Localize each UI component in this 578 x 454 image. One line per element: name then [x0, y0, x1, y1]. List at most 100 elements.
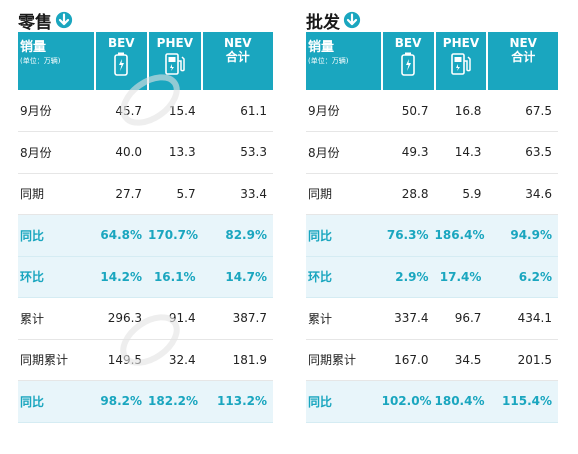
- table-header-row: 销量 (单位：万辆) BEV PHEV: [306, 32, 558, 90]
- nev-cell: 67.5: [487, 90, 558, 132]
- phev-cell: 96.7: [434, 297, 488, 340]
- retail-panel: 零售 销量 (单位：万辆) BEV: [18, 8, 273, 423]
- battery-icon: [401, 52, 415, 76]
- row-label: 同期累计: [306, 339, 382, 381]
- phev-cell: 186.4%: [434, 214, 488, 257]
- table-row: 同期 28.8 5.9 34.6: [306, 173, 558, 215]
- header-phev-label: PHEV: [156, 36, 193, 50]
- bev-cell: 102.0%: [381, 380, 435, 423]
- wholesale-table: 销量 (单位：万辆) BEV PHEV: [306, 32, 558, 423]
- bev-cell: 64.8%: [94, 214, 149, 257]
- retail-title-row: 零售: [18, 8, 273, 33]
- table-row: 9月份 45.7 15.4 61.1: [18, 90, 273, 132]
- nev-cell: 34.6: [487, 173, 558, 215]
- row-label: 9月份: [18, 90, 95, 132]
- bev-cell: 76.3%: [381, 214, 435, 257]
- table-row: 8月份 40.0 13.3 53.3: [18, 131, 273, 174]
- retail-table: 销量 (单位：万辆) BEV PHEV: [18, 32, 273, 423]
- nev-cell: 33.4: [201, 173, 273, 215]
- header-bev-cell: BEV: [381, 32, 436, 90]
- table-row: 同期 27.7 5.7 33.4: [18, 173, 273, 215]
- phev-cell: 34.5: [434, 339, 488, 381]
- nev-cell: 201.5: [487, 339, 558, 381]
- row-label: 8月份: [18, 131, 95, 174]
- nev-cell: 94.9%: [487, 214, 558, 257]
- table-row-highlight: 同比 102.0% 180.4% 115.4%: [306, 380, 558, 423]
- nev-cell: 53.3: [201, 131, 273, 174]
- table-row-highlight: 同比 98.2% 182.2% 113.2%: [18, 380, 273, 423]
- header-unit-label: (单位：万辆): [20, 57, 61, 65]
- header-bev-cell: BEV: [94, 32, 150, 90]
- phev-cell: 91.4: [148, 297, 202, 340]
- battery-icon: [114, 52, 129, 76]
- nev-cell: 82.9%: [201, 214, 273, 257]
- row-label: 同期: [18, 173, 95, 215]
- table-row: 9月份 50.7 16.8 67.5: [306, 90, 558, 132]
- row-label: 同比: [306, 380, 382, 423]
- bev-cell: 296.3: [94, 297, 149, 340]
- bev-cell: 337.4: [381, 297, 435, 340]
- bev-cell: 14.2%: [94, 256, 149, 298]
- table-row: 同期累计 149.5 32.4 181.9: [18, 339, 273, 381]
- wholesale-title: 批发: [306, 12, 340, 33]
- nev-cell: 63.5: [487, 131, 558, 174]
- header-phev-cell: PHEV: [148, 32, 203, 90]
- header-volume-cell: 销量 (单位：万辆): [18, 32, 96, 90]
- phev-cell: 16.8: [434, 90, 488, 132]
- fuel-pump-icon: [165, 53, 185, 75]
- row-label: 8月份: [306, 131, 382, 174]
- header-nev-label: NEV: [509, 36, 537, 50]
- row-label: 累计: [306, 297, 382, 340]
- nev-cell: 387.7: [201, 297, 273, 340]
- bev-cell: 98.2%: [94, 380, 149, 423]
- table-row-highlight: 环比 14.2% 16.1% 14.7%: [18, 256, 273, 298]
- table-row: 累计 296.3 91.4 387.7: [18, 297, 273, 340]
- nev-cell: 181.9: [201, 339, 273, 381]
- row-label: 同期累计: [18, 339, 95, 381]
- header-bev-label: BEV: [107, 36, 135, 50]
- table-row-highlight: 环比 2.9% 17.4% 6.2%: [306, 256, 558, 298]
- header-nev-label: NEV: [224, 36, 252, 50]
- phev-cell: 14.3: [434, 131, 488, 174]
- phev-cell: 180.4%: [434, 380, 488, 423]
- header-unit-label: (单位：万辆): [308, 57, 349, 65]
- header-nev-sub-label: 合计: [511, 50, 536, 64]
- phev-cell: 182.2%: [148, 380, 202, 423]
- bev-cell: 149.5: [94, 339, 149, 381]
- row-label: 环比: [306, 256, 382, 298]
- header-volume-label: 销量: [308, 40, 335, 55]
- wholesale-panel: 批发 销量 (单位：万辆) BEV: [306, 8, 558, 423]
- bev-cell: 49.3: [381, 131, 435, 174]
- header-volume-cell: 销量 (单位：万辆): [306, 32, 383, 90]
- header-phev-cell: PHEV: [434, 32, 489, 90]
- header-phev-label: PHEV: [442, 36, 480, 50]
- bev-cell: 27.7: [94, 173, 149, 215]
- header-nev-cell: NEV 合计: [201, 32, 273, 90]
- phev-cell: 13.3: [148, 131, 202, 174]
- arrow-down-circle-icon: [343, 11, 361, 29]
- table-row-highlight: 同比 64.8% 170.7% 82.9%: [18, 214, 273, 257]
- nev-cell: 61.1: [201, 90, 273, 132]
- row-label: 累计: [18, 297, 95, 340]
- bev-cell: 50.7: [381, 90, 435, 132]
- phev-cell: 5.7: [148, 173, 202, 215]
- row-label: 同比: [18, 380, 95, 423]
- bev-cell: 45.7: [94, 90, 149, 132]
- phev-cell: 170.7%: [148, 214, 202, 257]
- nev-cell: 14.7%: [201, 256, 273, 298]
- bev-cell: 2.9%: [381, 256, 435, 298]
- row-label: 9月份: [306, 90, 382, 132]
- phev-cell: 17.4%: [434, 256, 488, 298]
- header-nev-cell: NEV 合计: [487, 32, 558, 90]
- table-header-row: 销量 (单位：万辆) BEV PHEV: [18, 32, 273, 90]
- table-row-highlight: 同比 76.3% 186.4% 94.9%: [306, 214, 558, 257]
- row-label: 环比: [18, 256, 95, 298]
- header-bev-label: BEV: [394, 36, 422, 50]
- fuel-pump-icon: [451, 53, 471, 75]
- nev-cell: 113.2%: [201, 380, 273, 423]
- nev-cell: 115.4%: [487, 380, 558, 423]
- table-row: 累计 337.4 96.7 434.1: [306, 297, 558, 340]
- wholesale-title-row: 批发: [306, 8, 558, 33]
- phev-cell: 32.4: [148, 339, 202, 381]
- table-row: 同期累计 167.0 34.5 201.5: [306, 339, 558, 381]
